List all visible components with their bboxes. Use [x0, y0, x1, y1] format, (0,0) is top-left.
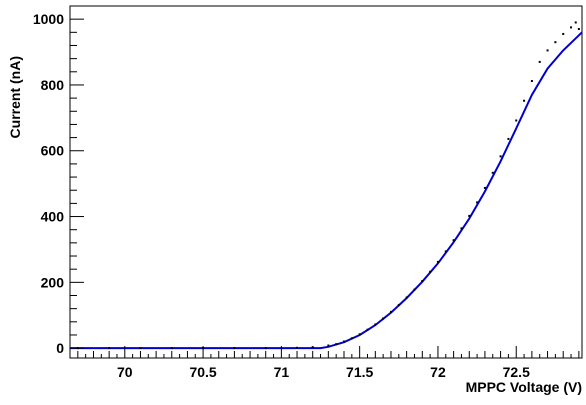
data-point — [311, 346, 314, 349]
data-point — [413, 288, 416, 291]
x-tick-label: 70.5 — [189, 364, 216, 380]
data-point — [343, 340, 346, 343]
data-point — [499, 155, 502, 158]
data-point — [108, 347, 111, 350]
data-point — [507, 137, 510, 140]
x-tick-label: 71 — [274, 364, 290, 380]
y-tick-label: 600 — [41, 143, 65, 159]
x-tick-label: 70 — [117, 364, 133, 380]
data-point — [515, 119, 518, 122]
data-point — [389, 310, 392, 313]
data-point — [483, 186, 486, 189]
data-point — [468, 214, 471, 217]
x-tick-label: 72.5 — [503, 364, 530, 380]
data-point — [546, 49, 549, 52]
data-point — [554, 41, 557, 44]
data-point — [523, 99, 526, 102]
data-point — [350, 337, 353, 340]
fit-curve — [70, 31, 583, 350]
data-point — [444, 250, 447, 253]
data-point — [460, 227, 463, 230]
data-point — [382, 317, 385, 320]
y-tick-label: 200 — [41, 274, 65, 290]
data-point — [374, 323, 377, 326]
data-point — [296, 346, 299, 349]
data-point — [264, 347, 267, 350]
data-point — [452, 239, 455, 242]
data-point — [170, 347, 173, 350]
x-axis-title: MPPC Voltage (V) — [466, 379, 582, 395]
data-point — [421, 280, 424, 283]
data-point — [139, 347, 142, 350]
data-point — [335, 343, 338, 346]
data-point — [577, 28, 580, 31]
y-tick-label: 800 — [41, 77, 65, 93]
data-point — [405, 296, 408, 299]
data-point — [530, 80, 533, 83]
data-point — [476, 201, 479, 204]
data-point — [570, 26, 573, 29]
data-point — [327, 344, 330, 347]
data-point — [429, 270, 432, 273]
data-point — [574, 21, 577, 24]
y-tick-label: 400 — [41, 209, 65, 225]
data-point — [397, 304, 400, 307]
y-tick-label: 1000 — [33, 11, 64, 27]
y-tick-label: 0 — [56, 340, 64, 356]
data-point — [538, 60, 541, 63]
data-point — [491, 171, 494, 174]
data-point — [358, 333, 361, 336]
x-tick-label: 71.5 — [346, 364, 373, 380]
x-tick-label: 72 — [430, 364, 446, 380]
data-point — [366, 328, 369, 331]
plot-frame — [69, 5, 583, 359]
data-point — [233, 347, 236, 350]
y-axis-title: Current (nA) — [7, 56, 23, 138]
data-point — [436, 260, 439, 263]
data-point — [562, 32, 565, 35]
